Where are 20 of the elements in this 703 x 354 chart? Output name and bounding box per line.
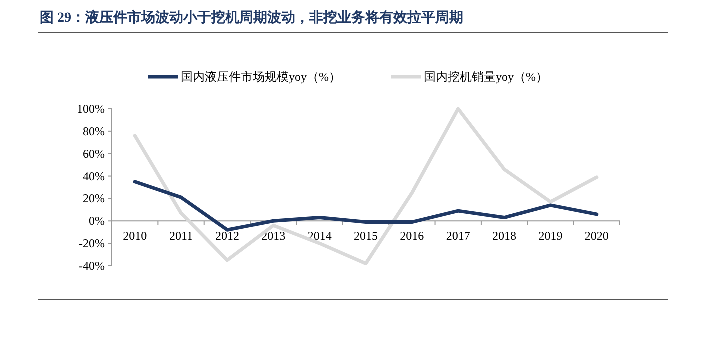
- x-tick-label: 2010: [123, 229, 148, 244]
- y-tick-label: 0%: [89, 214, 105, 228]
- x-tick-label: 2015: [354, 229, 378, 244]
- x-tick-label: 2017: [446, 229, 470, 244]
- y-tick-label: 100%: [77, 102, 105, 116]
- title: 图 29：液压件市场波动小于挖机周期波动，非挖业务将有效拉平周期: [40, 11, 464, 26]
- x-tick-label: 2016: [400, 229, 424, 244]
- y-tick-label: 80%: [83, 124, 105, 138]
- y-tick-label: 40%: [83, 169, 105, 184]
- y-tick-label: 20%: [83, 192, 105, 206]
- x-tick-label: 2011: [169, 229, 194, 244]
- x-tick-label: 2019: [538, 229, 563, 244]
- x-tick-label: 2020: [584, 229, 609, 244]
- y-tick-label: -40%: [79, 259, 105, 273]
- x-tick-label: 2018: [492, 229, 517, 244]
- y-tick-label: -20%: [79, 236, 105, 251]
- legend-label: 国内挖机销量yoy（%）: [424, 70, 548, 84]
- legend-label: 国内液压件市场规模yoy（%）: [181, 70, 341, 84]
- x-tick-label: 2012: [215, 229, 240, 244]
- y-tick-label: 60%: [83, 146, 105, 161]
